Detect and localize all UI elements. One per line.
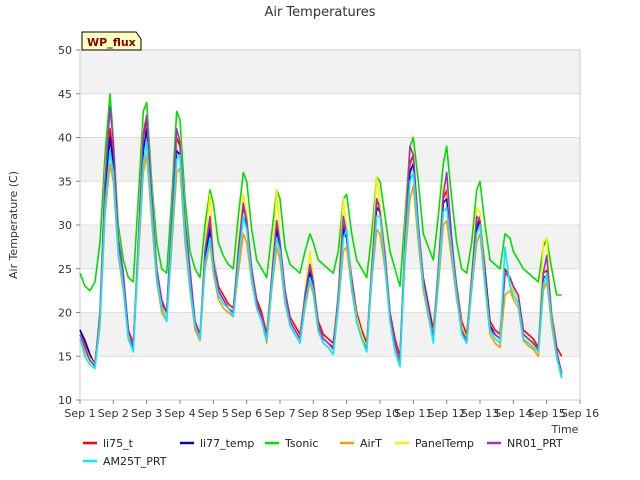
- x-axis-title: Time: [551, 423, 579, 436]
- x-tick-label: Sep 5: [198, 407, 229, 420]
- series-lines: [79, 93, 563, 379]
- grid-lines: [79, 49, 581, 401]
- y-tick-label: 10: [58, 394, 72, 407]
- legend-label: PanelTemp: [415, 437, 474, 450]
- y-tick-label: 25: [58, 263, 72, 276]
- x-axis-ticks: Sep 1 Sep 2 Sep 3 Sep 4 Sep 5 Sep 6 Sep 7 Sep 8…: [64, 400, 599, 420]
- badge-label: WP_flux: [87, 36, 136, 49]
- x-tick-label: Sep 10: [361, 407, 399, 420]
- x-tick-label: Sep 2: [98, 407, 129, 420]
- legend-item-Tsonic: Tsonic: [265, 437, 318, 450]
- legend-item-AM25T_PRT: AM25T_PRT: [83, 455, 167, 468]
- legend-item-PanelTemp: PanelTemp: [395, 437, 474, 450]
- x-tick-label: Sep 11: [394, 407, 432, 420]
- x-tick-label: Sep 7: [264, 407, 295, 420]
- legend-label: Tsonic: [284, 437, 318, 450]
- x-tick-label: Sep 3: [131, 407, 162, 420]
- x-tick-label: Sep 4: [164, 407, 195, 420]
- y-tick-label: 50: [58, 44, 72, 57]
- legend-label: li77_temp: [200, 437, 254, 450]
- y-tick-label: 40: [58, 132, 72, 145]
- y-tick-label: 45: [58, 88, 72, 101]
- x-tick-label: Sep 9: [331, 407, 362, 420]
- y-tick-label: 20: [58, 307, 72, 320]
- x-tick-label: Sep 1: [64, 407, 95, 420]
- legend-item-li77_temp: li77_temp: [180, 437, 254, 450]
- y-tick-label: 30: [58, 219, 72, 232]
- legend-item-NR01_PRT: NR01_PRT: [487, 437, 563, 450]
- badge: WP_flux: [81, 31, 142, 51]
- x-tick-label: Sep 13: [461, 407, 499, 420]
- legend-item-li75_t: li75_t: [83, 437, 134, 450]
- plot-band: [80, 50, 580, 94]
- x-tick-label: Sep 16: [561, 407, 599, 420]
- plot-band: [80, 225, 580, 269]
- series-line-Tsonic: [79, 93, 562, 296]
- y-tick-label: 35: [58, 175, 72, 188]
- plot-band: [80, 137, 580, 182]
- x-tick-label: Sep 12: [428, 407, 466, 420]
- legend-label: NR01_PRT: [507, 437, 563, 450]
- x-tick-label: Sep 14: [494, 407, 532, 420]
- y-axis-title: Air Temperature (C): [7, 171, 20, 279]
- legend: li75_t li77_temp Tsonic AirT PanelTemp NR01_P…: [83, 437, 563, 468]
- y-axis-ticks: 10 15 20 25 30 35 40 45 50: [58, 44, 80, 407]
- badge-box: [81, 31, 142, 51]
- x-tick-label: Sep 8: [298, 407, 329, 420]
- legend-label: li75_t: [103, 437, 134, 450]
- legend-item-AirT: AirT: [340, 437, 382, 450]
- legend-label: AM25T_PRT: [103, 455, 167, 468]
- x-tick-label: Sep 6: [231, 407, 262, 420]
- legend-label: AirT: [360, 437, 382, 450]
- y-tick-label: 15: [58, 350, 72, 363]
- chart-title: Air Temperatures: [264, 5, 375, 20]
- x-tick-label: Sep 15: [528, 407, 566, 420]
- series-line-AM25T_PRT: [79, 141, 563, 379]
